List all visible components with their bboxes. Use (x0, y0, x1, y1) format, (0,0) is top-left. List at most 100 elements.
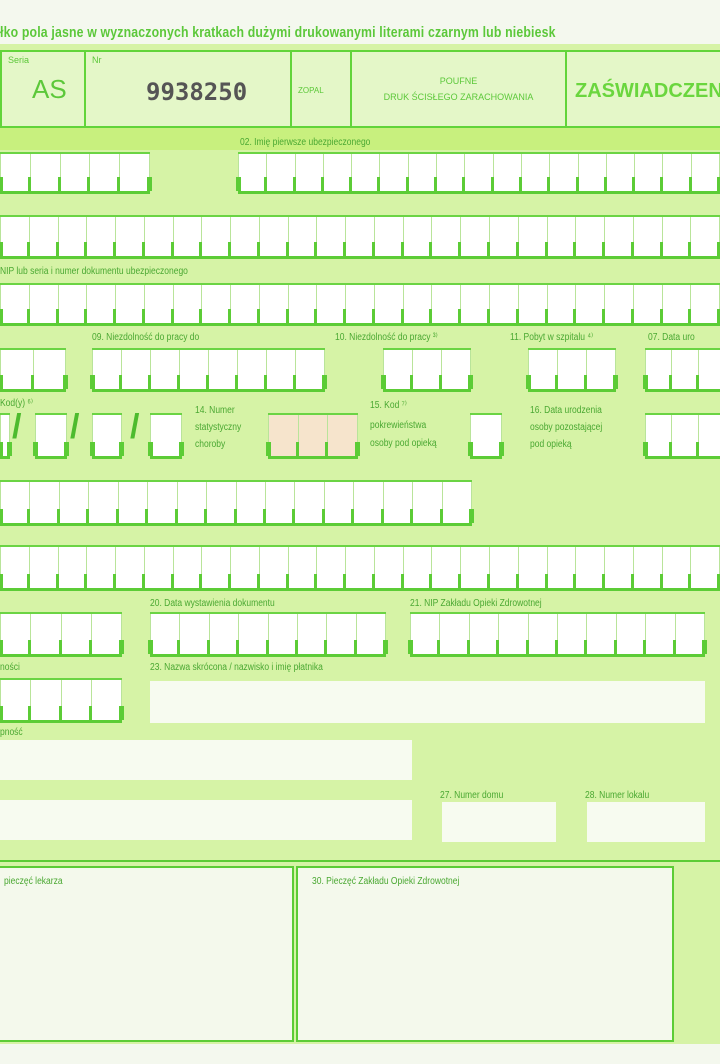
char-box-input[interactable] (432, 285, 464, 323)
char-box-input[interactable] (173, 285, 205, 323)
char-box-input[interactable] (413, 482, 446, 523)
char-box-input[interactable] (691, 547, 720, 588)
char-box-input[interactable] (173, 217, 205, 256)
char-box-input[interactable] (259, 285, 291, 323)
char-box-input[interactable] (346, 547, 377, 588)
payer-name-input[interactable] (150, 681, 705, 723)
char-box-input[interactable] (202, 217, 233, 256)
char-box-input[interactable] (606, 154, 638, 191)
char-box-input[interactable] (236, 482, 269, 523)
char-box-input[interactable] (238, 350, 269, 389)
char-box-input[interactable] (30, 482, 63, 523)
char-box-input[interactable] (465, 154, 496, 191)
char-box-input[interactable] (0, 415, 12, 456)
char-box-input[interactable] (550, 154, 581, 191)
char-box-input[interactable] (0, 614, 34, 654)
char-box-input[interactable] (578, 154, 610, 191)
char-box-input[interactable] (518, 217, 550, 256)
char-box-input[interactable] (672, 415, 702, 456)
char-box-input[interactable] (33, 415, 69, 456)
char-box-input[interactable] (576, 547, 607, 588)
char-box-input[interactable] (317, 285, 348, 323)
char-box-input[interactable] (547, 285, 579, 323)
char-box-input[interactable] (576, 217, 607, 256)
char-box-input[interactable] (403, 547, 435, 588)
char-box-input[interactable] (558, 350, 589, 389)
char-box-input[interactable] (633, 285, 665, 323)
char-box-input[interactable] (663, 154, 695, 191)
char-box-input[interactable] (646, 614, 679, 654)
char-box-input[interactable] (288, 547, 320, 588)
char-box-input[interactable] (526, 350, 560, 389)
char-box-input[interactable] (469, 614, 502, 654)
char-box-input[interactable] (209, 614, 242, 654)
char-box-input[interactable] (33, 350, 68, 389)
char-box-input[interactable] (691, 217, 720, 256)
char-box-input[interactable] (202, 285, 233, 323)
char-box-input[interactable] (324, 482, 357, 523)
char-box-input[interactable] (148, 482, 181, 523)
char-box-input[interactable] (58, 547, 90, 588)
char-box-input[interactable] (231, 547, 262, 588)
char-box-input[interactable] (116, 217, 147, 256)
char-box-input[interactable] (327, 614, 360, 654)
char-box-input[interactable] (407, 614, 443, 654)
char-box-input[interactable] (61, 680, 95, 720)
char-box-input[interactable] (267, 350, 298, 389)
char-box-input[interactable] (432, 217, 464, 256)
house-number-input[interactable] (442, 802, 556, 842)
char-box-input[interactable] (147, 614, 183, 654)
char-box-input[interactable] (0, 217, 32, 256)
char-box-input[interactable] (207, 482, 239, 523)
char-box-input[interactable] (587, 614, 620, 654)
char-box-input[interactable] (180, 350, 211, 389)
char-box-input[interactable] (268, 614, 301, 654)
char-box-input[interactable] (202, 547, 233, 588)
char-box-input[interactable] (633, 217, 665, 256)
char-box-input[interactable] (59, 482, 92, 523)
char-box-input[interactable] (177, 482, 210, 523)
char-box-input[interactable] (442, 482, 475, 523)
char-box-input[interactable] (374, 285, 406, 323)
char-box-input[interactable] (173, 547, 205, 588)
char-box-input[interactable] (30, 154, 63, 191)
char-box-input[interactable] (122, 350, 153, 389)
char-box-input[interactable] (29, 217, 61, 256)
char-box-input[interactable] (259, 217, 291, 256)
char-box-input[interactable] (691, 154, 720, 191)
char-box-input[interactable] (605, 285, 636, 323)
char-box-input[interactable] (317, 217, 348, 256)
char-box-input[interactable] (266, 415, 301, 456)
address-input-1[interactable] (0, 740, 412, 780)
char-box-input[interactable] (29, 547, 61, 588)
char-box-input[interactable] (521, 154, 553, 191)
char-box-input[interactable] (61, 614, 95, 654)
char-box-input[interactable] (87, 547, 118, 588)
char-box-input[interactable] (288, 285, 320, 323)
char-box-input[interactable] (383, 482, 416, 523)
char-box-input[interactable] (642, 350, 675, 389)
doctor-stamp-field[interactable]: pieczęć lekarza (0, 866, 294, 1042)
char-box-input[interactable] (298, 415, 330, 456)
char-box-input[interactable] (461, 547, 492, 588)
char-box-input[interactable] (408, 154, 440, 191)
apartment-number-input[interactable] (587, 802, 705, 842)
char-box-input[interactable] (354, 482, 387, 523)
char-box-input[interactable] (547, 217, 579, 256)
char-box-input[interactable] (662, 217, 694, 256)
char-box-input[interactable] (151, 350, 182, 389)
char-box-input[interactable] (118, 482, 151, 523)
char-box-input[interactable] (209, 350, 240, 389)
char-box-input[interactable] (328, 415, 360, 456)
char-box-input[interactable] (0, 482, 33, 523)
char-box-input[interactable] (437, 154, 468, 191)
char-box-input[interactable] (259, 547, 291, 588)
char-box-input[interactable] (144, 547, 176, 588)
char-box-input[interactable] (323, 154, 355, 191)
char-box-input[interactable] (461, 217, 492, 256)
char-box-input[interactable] (518, 285, 550, 323)
char-box-input[interactable] (231, 217, 262, 256)
char-box-input[interactable] (148, 415, 184, 456)
char-box-input[interactable] (413, 350, 444, 389)
char-box-input[interactable] (346, 285, 377, 323)
